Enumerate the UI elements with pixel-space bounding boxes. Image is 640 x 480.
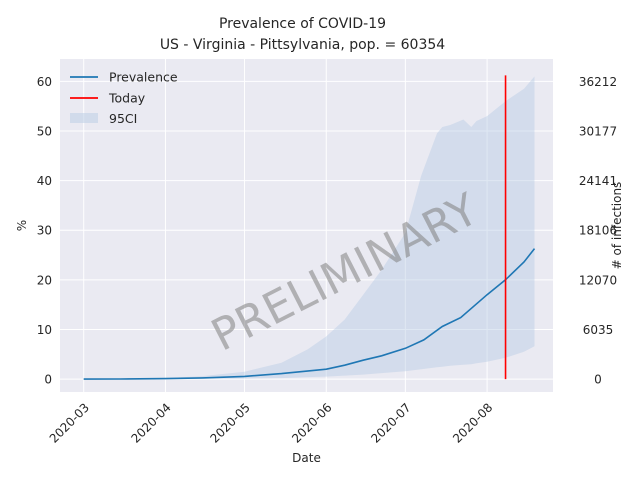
x-tick-label: 2020-06 [289,400,334,445]
y-right-tick-label: 24141 [579,174,617,188]
y-right-tick-label: 0 [594,373,602,387]
plot-background [60,59,553,392]
x-tick-label: 2020-03 [47,400,92,445]
y-right-axis-label: # of infections [610,182,624,270]
y-tick-label: 40 [37,174,52,188]
y-tick-label: 60 [37,75,52,89]
y-right-tick-label: 6035 [583,323,614,337]
y-tick-label: 0 [44,373,52,387]
y-axis-label: % [15,220,29,231]
y-tick-label: 20 [37,273,52,287]
y-right-tick-label: 18106 [579,224,617,238]
legend-label-prevalence: Prevalence [109,70,178,85]
prevalence-line [83,248,536,380]
legend-label-ci: 95CI [109,111,137,126]
x-tick-label: 2020-04 [128,400,173,445]
x-axis-label: Date [292,451,321,465]
x-tick-label: 2020-07 [368,400,413,445]
chart-subtitle: US - Virginia - Pittsylvania, pop. = 603… [160,37,445,53]
y-right-tick-label: 36212 [579,75,617,89]
ci-band [83,76,535,380]
y-tick-label: 10 [37,323,52,337]
legend-swatch-ci [70,113,98,123]
y-tick-label: 30 [37,224,52,238]
x-tick-label: 2020-08 [450,400,495,445]
x-tick-label: 2020-05 [208,400,253,445]
y-right-tick-label: 12070 [579,273,617,287]
y-right-tick-label: 30177 [579,124,617,138]
legend-label-today: Today [108,91,146,106]
chart-title: Prevalence of COVID-19 [219,16,386,32]
y-tick-label: 50 [37,124,52,138]
